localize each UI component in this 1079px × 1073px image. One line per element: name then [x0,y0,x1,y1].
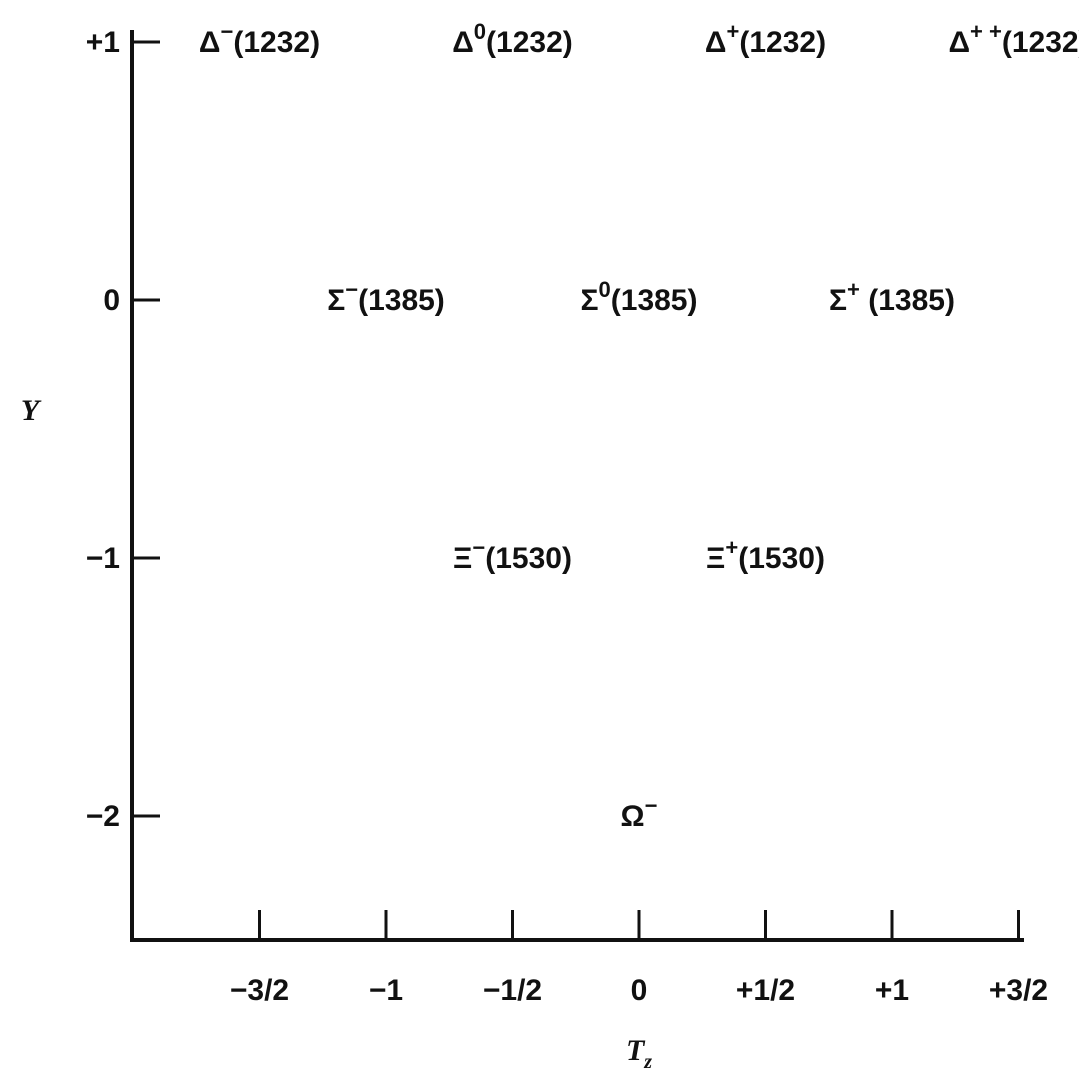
particle-charge: − [472,535,485,560]
particle-label: Ξ−(1530) [453,535,572,575]
particle-label: Σ0(1385) [581,277,698,317]
particle-symbol: Σ [829,284,847,317]
y-tick-label: +1 [86,26,120,59]
particle-mass: (1232) [739,26,826,59]
particle-mass: (1232) [486,26,573,59]
y-tick-label: −2 [86,800,120,833]
particle-mass: (1385) [860,284,955,317]
x-tick-label: +1 [875,974,909,1007]
particle-label: Σ+ (1385) [829,277,955,317]
y-tick-label: −1 [86,542,120,575]
particle-charge: 0 [474,19,486,44]
particle-symbol: Σ [581,284,599,317]
y-tick-label: 0 [103,284,120,317]
particle-symbol: Ξ [706,542,725,575]
particle-label: Δ0(1232) [452,19,573,59]
x-tick-label: −1/2 [483,974,542,1007]
x-axis-title: Tz [626,1034,652,1068]
x-tick-label: 0 [631,974,648,1007]
particle-label: Ξ+(1530) [706,535,825,575]
x-ticks: −3/2 −1 −1/2 0 +1/2 +1 +3/2 [230,910,1048,1007]
particle-charge: − [345,277,358,302]
particle-charge: − [645,793,658,818]
x-tick-label: −3/2 [230,974,289,1007]
x-tick-label: −1 [369,974,403,1007]
y-axis-title: Y [21,394,42,427]
particle-mass: (1385) [611,284,698,317]
particle-symbol: Δ [452,26,474,59]
x-axis-title-subscript: z [643,1051,652,1068]
particle-symbol: Σ [327,284,345,317]
particle-label: Ω− [621,793,658,833]
particle-symbol: Δ [948,26,970,59]
particle-charge: 0 [599,277,611,302]
x-tick-label: +1/2 [736,974,795,1007]
particle-charge: − [220,19,233,44]
particle-label: Δ+(1232) [705,19,826,59]
particle-label: Σ−(1385) [327,277,445,317]
y-ticks: +1 0 −1 −2 [86,26,160,833]
x-axis-title-main: T [626,1034,646,1067]
particle-charge: + [847,277,860,302]
particle-label: Δ−(1232) [199,19,320,59]
particle-charge: + [725,535,738,560]
particle-mass: (1232) [1002,26,1079,59]
particle-mass: (1232) [233,26,320,59]
particle-symbol: Ω [621,800,645,833]
particle-mass: (1530) [485,542,572,575]
particle-symbol: Ξ [453,542,472,575]
particle-charge: + + [970,19,1002,44]
particle-mass: (1385) [358,284,445,317]
particle-symbol: Δ [705,26,727,59]
particle-labels: Δ−(1232)Δ0(1232)Δ+(1232)Δ+ +(1232)Σ−(138… [199,19,1079,833]
particle-symbol: Δ [199,26,221,59]
particle-mass: (1530) [738,542,825,575]
particle-label: Δ+ +(1232) [948,19,1079,59]
x-tick-label: +3/2 [989,974,1048,1007]
particle-charge: + [726,19,739,44]
